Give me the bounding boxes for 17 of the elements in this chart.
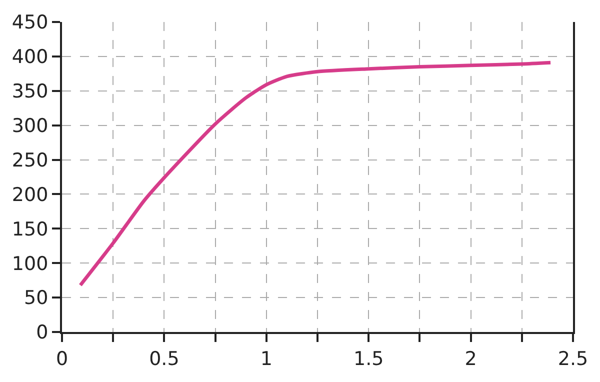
y-tick-label: 450 (12, 12, 48, 34)
y-tick-label: 50 (24, 287, 48, 310)
x-tick-label: 2.5 (558, 348, 588, 370)
y-tick-label: 100 (12, 252, 48, 275)
y-tick-label: 250 (12, 149, 48, 172)
y-tick-label: 0 (36, 322, 48, 344)
y-tick-label: 350 (12, 80, 48, 103)
y-tick-label: 150 (12, 218, 48, 240)
y-tick-label: 200 (12, 184, 48, 206)
x-tick-label: 2 (464, 348, 477, 370)
x-tick-label: 1 (260, 348, 272, 370)
y-tick-label: 400 (12, 46, 48, 68)
line-series (78, 60, 552, 287)
x-tick-label: 1.5 (353, 348, 384, 370)
x-tick-label: 0 (56, 348, 68, 370)
y-tick-label: 300 (12, 114, 48, 137)
x-tick-label: 0.5 (149, 348, 180, 370)
